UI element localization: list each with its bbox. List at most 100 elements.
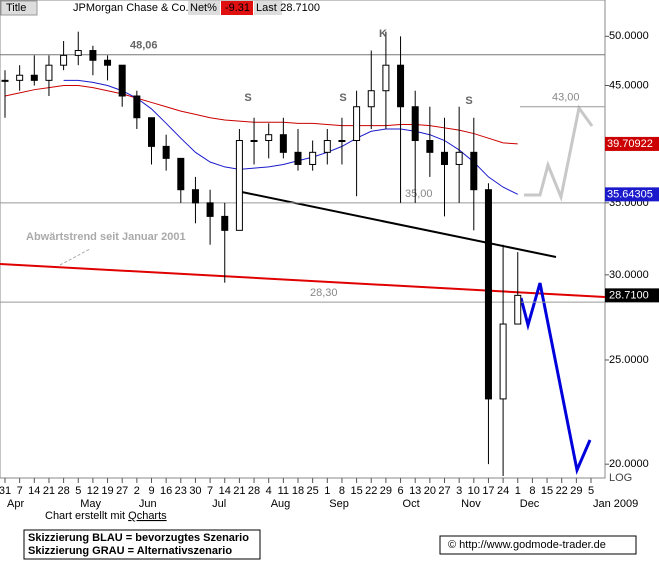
x-tick-label: 30: [189, 485, 201, 497]
price-bar: [265, 123, 273, 159]
y-tick-label: 45.0000: [609, 79, 649, 91]
bar-body: [30, 74, 38, 81]
bar-body: [118, 64, 126, 97]
price-bar: [45, 55, 53, 97]
x-tick-label: 16: [160, 485, 172, 497]
last-price-box: [605, 288, 659, 303]
x-tick-label: 20: [424, 485, 436, 497]
x-tick-label: 25: [307, 485, 319, 497]
x-tick-label: 7: [17, 485, 23, 497]
price-bar: [470, 117, 478, 231]
log-label: LOG: [609, 472, 632, 484]
x-tick-label: 15: [541, 485, 553, 497]
scenario-blue: [519, 282, 592, 476]
bar-body: [441, 151, 448, 165]
net-label-bg: [188, 1, 220, 15]
legend-gray: Skizzierung GRAU = Alternativszenario: [28, 545, 232, 557]
copyright: © http://www.godmode-trader.de: [448, 539, 606, 551]
x-tick-label: 14: [219, 485, 231, 497]
bar-body: [206, 202, 214, 217]
bar-body: [1, 79, 9, 82]
price-bar: [338, 117, 346, 165]
x-tick-label: 5: [75, 485, 81, 497]
price-bar: [30, 55, 38, 86]
bar-body: [411, 106, 419, 142]
bar-body: [133, 95, 141, 119]
x-tick-label: 1: [324, 485, 330, 497]
last-value-box: [605, 136, 659, 151]
trend-label: Abwärtstrend seit Januar 2001: [26, 231, 186, 243]
legend-blue: Skizzierung BLAU = bevorzugtes Szenario: [28, 532, 249, 544]
month-label: Jun: [139, 498, 157, 510]
bar-body: [162, 145, 170, 159]
bar-body: [221, 215, 229, 231]
price-bar: [441, 117, 448, 217]
last-label: Last: [256, 2, 277, 14]
price-bar: [367, 50, 375, 129]
x-tick-label: 12: [87, 485, 99, 497]
price-bar: [235, 128, 243, 231]
bar-body: [367, 90, 375, 108]
bar-body: [294, 151, 302, 165]
bar-body: [45, 64, 53, 81]
price-bar: [221, 202, 229, 283]
x-tick-label: 6: [397, 485, 403, 497]
bar-body: [74, 50, 82, 56]
x-tick-label: 15: [350, 485, 362, 497]
x-tick-label: 22: [556, 485, 568, 497]
x-tick-label: 14: [28, 485, 40, 497]
last-value-box: [605, 187, 659, 202]
price-bar: [426, 106, 434, 177]
credit: Chart erstellt mit Qcharts: [45, 510, 167, 522]
x-tick-label: 2: [134, 485, 140, 497]
month-label: Apr: [7, 498, 24, 510]
instrument-name: JPMorgan Chase & Co.: [73, 2, 189, 14]
price-bar: [309, 140, 317, 171]
last-value-label: 39.70922: [607, 138, 653, 150]
x-tick-label: 18: [292, 485, 304, 497]
bar-body: [250, 140, 258, 143]
x-tick-label: 21: [233, 485, 245, 497]
x-tick-label: 29: [380, 485, 392, 497]
net-label: Net%: [190, 2, 217, 14]
price-bar: [148, 117, 155, 165]
legend-box: [23, 529, 261, 560]
month-label: Nov: [461, 498, 481, 510]
price-bar: [323, 128, 331, 165]
bar-body: [104, 59, 112, 66]
x-tick-label: 7: [207, 485, 213, 497]
level-label: 35,00: [405, 188, 433, 200]
y-tick-label: 20.0000: [609, 458, 649, 470]
net-bg: [221, 1, 253, 15]
pattern-marker: K: [379, 28, 387, 40]
bar-body: [60, 54, 68, 66]
month-label: Jan 2009: [593, 498, 638, 510]
bar-body: [323, 140, 331, 153]
price-bar: [118, 64, 126, 107]
price-bar: [455, 106, 463, 203]
bar-body: [191, 189, 199, 204]
price-bar: [353, 90, 361, 197]
x-tick-label: 3: [456, 485, 462, 497]
price-bar: [191, 176, 199, 224]
x-tick-label: 10: [468, 485, 480, 497]
bar-body: [514, 294, 522, 325]
bar-body: [455, 151, 463, 165]
price-bar: [60, 41, 68, 71]
price-bar: [89, 45, 97, 76]
month-label: Oct: [403, 498, 420, 510]
last-label-bg: [254, 1, 282, 15]
x-tick-label: 17: [482, 485, 494, 497]
x-tick-label: 19: [101, 485, 113, 497]
price-bar: [206, 189, 214, 245]
bar-body: [235, 140, 243, 231]
price-bar: [162, 134, 170, 171]
bar-body: [148, 117, 155, 147]
level-label: 43,00: [552, 92, 580, 104]
level-label: 48,06: [130, 40, 158, 52]
month-label: Aug: [271, 498, 291, 510]
x-tick-label: 27: [116, 485, 128, 497]
pattern-marker: S: [244, 92, 251, 104]
price-bar: [411, 90, 419, 203]
